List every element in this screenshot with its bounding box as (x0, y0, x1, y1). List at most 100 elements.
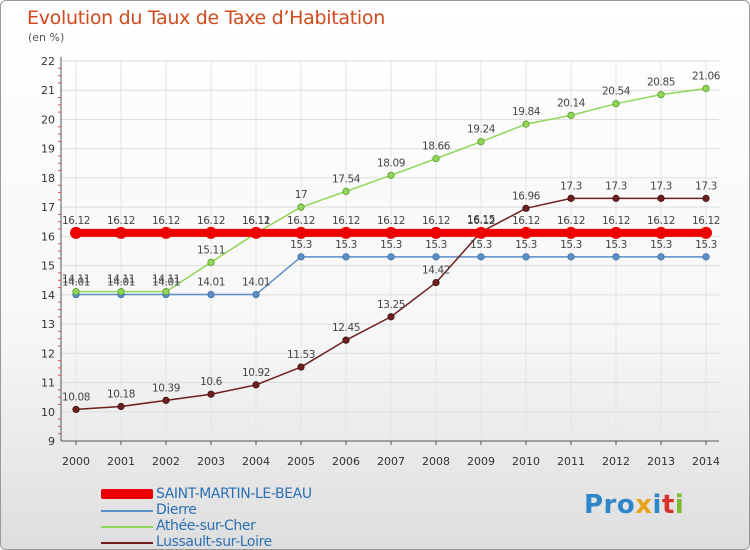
data-point (387, 313, 395, 321)
data-point (657, 253, 665, 261)
data-label: 10.39 (152, 382, 180, 394)
data-label: 18.09 (377, 157, 405, 169)
data-label: 17 (295, 189, 308, 201)
data-label: 15.3 (560, 239, 582, 251)
x-tick-label: 2003 (197, 455, 225, 468)
data-label: 10.18 (107, 389, 135, 401)
data-label: 16.12 (197, 215, 225, 227)
data-point (207, 390, 215, 398)
data-label: 11.53 (287, 349, 315, 361)
data-label: 16.12 (692, 215, 720, 227)
data-point (522, 253, 530, 261)
data-point (612, 100, 620, 108)
y-tick-label: 14 (41, 289, 55, 302)
data-label: 14.01 (152, 277, 180, 289)
data-point (115, 226, 127, 239)
data-point (522, 204, 530, 212)
data-point (430, 226, 442, 239)
x-tick-label: 2004 (242, 455, 270, 468)
data-point (387, 171, 395, 179)
axes: 9 10 11 12 13 14 15 16 17 18 19 20 21 22 2000 2001 2002 2… (41, 55, 720, 468)
data-point (207, 290, 215, 299)
chart-subtitle: (en %) (28, 31, 65, 44)
legend-swatch (101, 510, 153, 512)
y-tick-label: 15 (41, 260, 55, 273)
data-label: 14.11 (62, 274, 90, 286)
data-label: 16.96 (512, 190, 541, 202)
data-point (655, 226, 667, 239)
series-1 (72, 253, 710, 299)
data-label: 14.01 (62, 277, 90, 289)
x-tick-label: 2011 (557, 455, 585, 468)
data-label: 14.01 (107, 277, 135, 289)
data-point (342, 253, 350, 261)
data-point (657, 91, 665, 99)
data-point (610, 226, 622, 239)
data-point (342, 187, 350, 195)
data-point (567, 111, 575, 119)
data-label: 14.01 (242, 277, 270, 289)
x-tick-label: 2006 (332, 455, 360, 468)
data-label: 16.12 (377, 215, 405, 227)
data-label: 16.15 (467, 214, 495, 226)
data-point (295, 226, 307, 239)
data-label: 16.11 (242, 215, 270, 227)
chart-title: Evolution du Taux de Taxe d’Habitation (27, 7, 385, 29)
data-point (252, 290, 260, 299)
data-label: 16.12 (422, 215, 450, 227)
series-3 (72, 194, 710, 414)
data-label: 15.3 (290, 239, 312, 251)
series-0 (70, 226, 712, 239)
data-label: 16.12 (467, 215, 495, 227)
data-label: 16.12 (62, 215, 90, 227)
data-point (432, 278, 440, 287)
data-label: 13.25 (377, 299, 405, 311)
series (70, 84, 712, 414)
data-label: 16.12 (647, 215, 675, 227)
data-label: 15.3 (515, 239, 537, 251)
data-point (160, 226, 172, 239)
data-label: 16.12 (557, 215, 585, 227)
data-label: 12.45 (332, 322, 360, 334)
data-label: 10.92 (242, 367, 270, 379)
x-tick-label: 2009 (467, 455, 495, 468)
data-point (205, 226, 217, 239)
data-label: 16.12 (602, 215, 630, 227)
data-point (477, 138, 485, 146)
data-point (657, 194, 665, 202)
data-label: 15.3 (650, 239, 672, 251)
data-label: 16.12 (287, 215, 315, 227)
data-label: 10.08 (62, 391, 90, 403)
data-label: 20.85 (647, 77, 675, 89)
data-label: 17.3 (695, 180, 717, 192)
data-point (162, 288, 170, 296)
data-point (342, 336, 350, 344)
data-label: 15.3 (380, 239, 402, 251)
data-point (70, 226, 82, 239)
data-point (340, 226, 352, 239)
data-label: 15.3 (425, 239, 447, 251)
data-point (117, 288, 125, 296)
data-label: 14.01 (197, 277, 225, 289)
legend-label: Athée-sur-Cher (156, 518, 256, 534)
data-point (207, 258, 215, 266)
data-label: 17.3 (605, 180, 627, 192)
data-point (567, 194, 575, 202)
data-label: 10.6 (200, 376, 222, 388)
data-label: 21.06 (692, 70, 721, 82)
legend-swatch (101, 526, 153, 528)
data-label: 20.14 (557, 97, 586, 109)
data-label: 15.3 (335, 239, 357, 251)
data-point (612, 253, 620, 261)
data-point (477, 253, 485, 261)
data-point (297, 363, 305, 371)
data-label: 18.66 (422, 141, 451, 153)
y-tick-label: 10 (41, 406, 55, 419)
data-point (700, 226, 712, 239)
data-point (72, 405, 80, 414)
x-tick-label: 2010 (512, 455, 540, 468)
y-tick-label: 17 (41, 201, 55, 214)
legend-label: SAINT-MARTIN-LE-BEAU (156, 486, 312, 502)
